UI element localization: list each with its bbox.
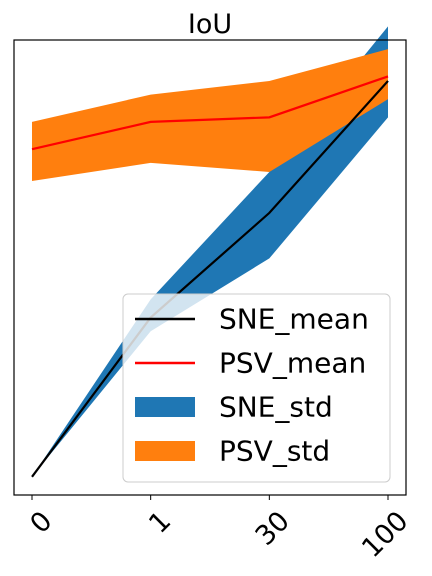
legend-label-psv-mean: PSV_mean	[219, 347, 366, 380]
x-tick-label: 30	[250, 506, 296, 552]
legend-label-psv-std: PSV_std	[219, 435, 330, 468]
legend-box	[122, 293, 391, 483]
legend-label-sne-mean: SNE_mean	[219, 303, 369, 336]
legend-label-sne-std: SNE_std	[219, 391, 333, 424]
x-tick-label: 1	[143, 506, 177, 540]
x-axis-ticks: 0 1 30 100	[24, 495, 415, 564]
psv-mean-line	[31, 75, 389, 151]
legend-swatch-psv-std	[135, 441, 195, 461]
x-tick-label: 0	[24, 506, 58, 540]
x-tick-label: 100	[356, 506, 414, 564]
legend-swatch-sne-std	[135, 397, 195, 417]
std-bands	[32, 26, 388, 477]
sne-mean-line	[31, 80, 389, 478]
psv-std-band	[32, 49, 388, 182]
chart-title: IoU	[188, 9, 232, 40]
legend: SNE_mean PSV_mean SNE_std PSV_std	[122, 293, 391, 483]
plot-frame	[13, 39, 407, 496]
